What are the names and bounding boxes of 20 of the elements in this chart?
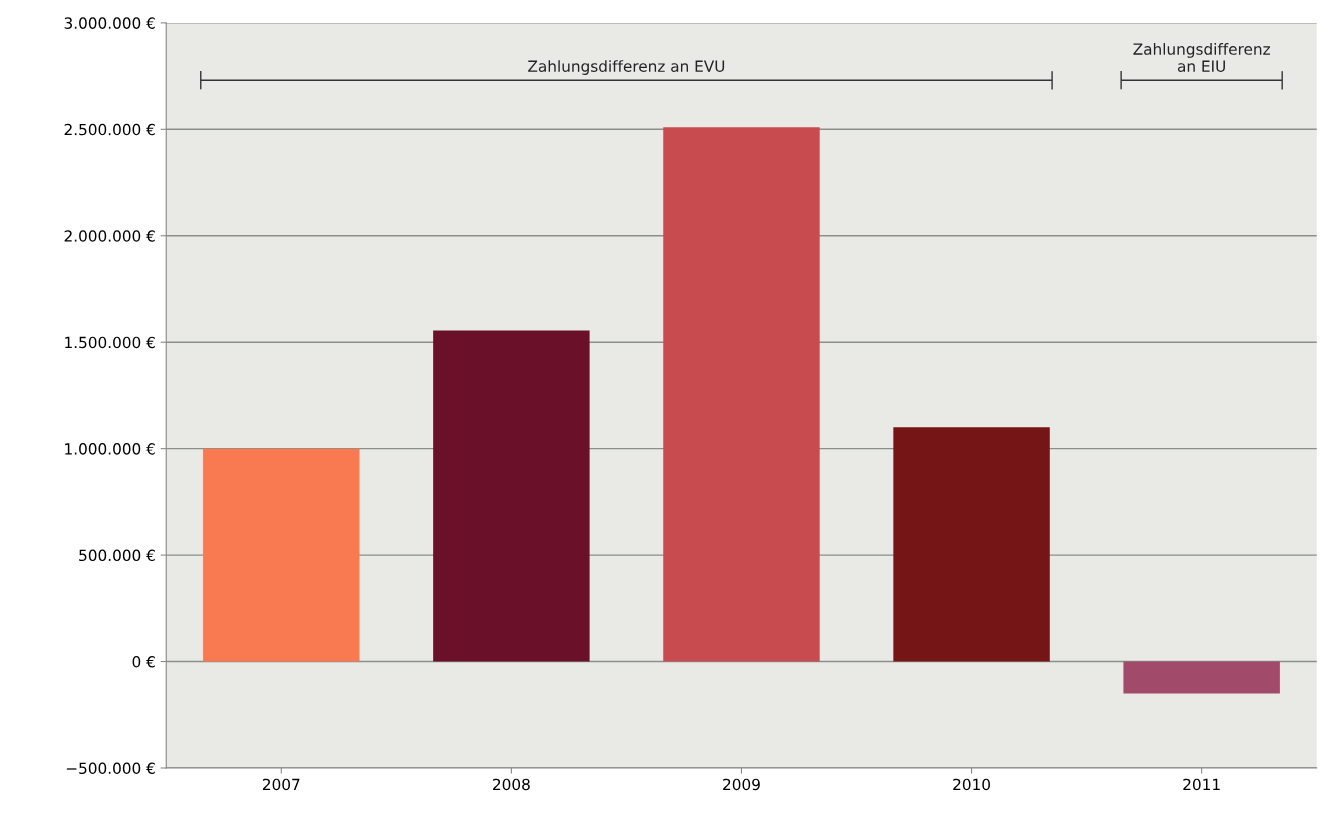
x-tick-label: 2007 xyxy=(262,778,300,791)
annotation: Zahlungsdifferenz an EIU xyxy=(1133,43,1270,72)
x-tick-label: 2011 xyxy=(1183,778,1220,791)
bar xyxy=(203,448,360,662)
y-tick-label: −500.000 € xyxy=(66,762,155,774)
bar xyxy=(663,127,820,662)
bar xyxy=(893,427,1050,662)
y-tick-label: 1.000.000 € xyxy=(65,443,155,455)
y-tick-label: 1.500.000 € xyxy=(65,336,155,349)
y-tick-label: 2.500.000 € xyxy=(64,123,155,136)
annotation: Zahlungsdifferenz an EVU xyxy=(528,60,725,75)
x-tick-label: 2009 xyxy=(723,778,760,791)
bar xyxy=(433,330,590,662)
x-tick-label: 2010 xyxy=(953,778,990,791)
y-tick-label: 2.000.000 € xyxy=(64,230,155,242)
bar xyxy=(1123,661,1280,694)
x-tick-label: 2008 xyxy=(493,778,530,791)
y-tick-label: 3.000.000 € xyxy=(64,17,155,29)
y-tick-label: 0 € xyxy=(132,656,155,668)
y-tick-label: 500.000 € xyxy=(79,549,155,562)
